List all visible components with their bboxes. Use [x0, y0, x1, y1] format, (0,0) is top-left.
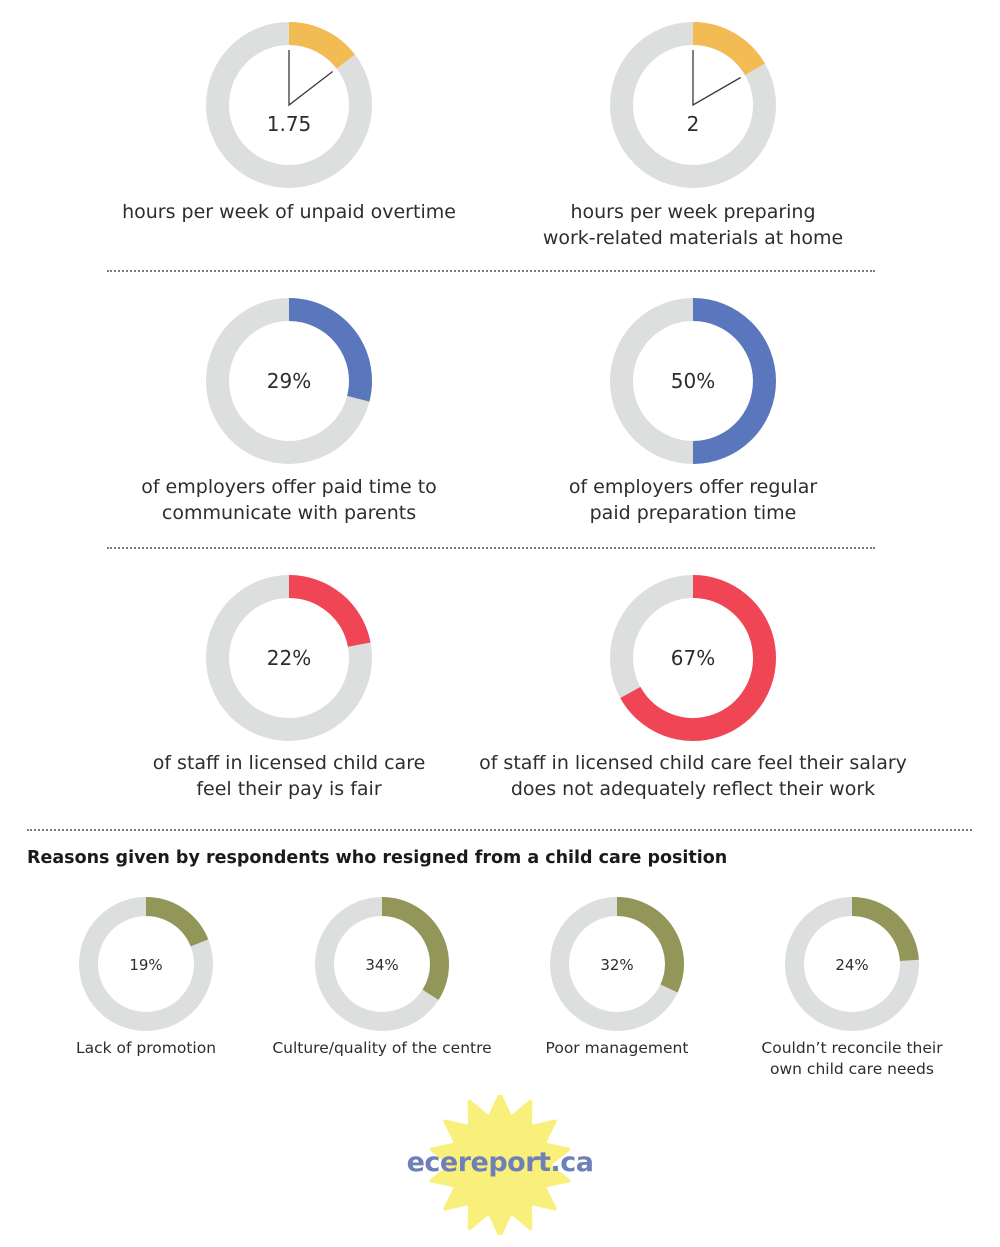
caption-paid-preparation: of employers offer regular paid preparat…	[568, 476, 818, 524]
donut-segment	[692, 22, 765, 76]
donut-segment	[616, 897, 684, 993]
caption-poor-management: Poor management	[545, 1039, 689, 1057]
donut-chart-unpaid-overtime: 1.75	[206, 22, 372, 188]
donut-segment	[851, 897, 919, 962]
donut-value-label: 32%	[600, 956, 633, 974]
caption-culture-quality: Culture/quality of the centre	[272, 1039, 492, 1057]
donut-chart-pay-fair: 22%	[206, 575, 372, 741]
caption-paid-time-parents: of employers offer paid time to communic…	[141, 476, 437, 524]
caption-child-care-needs: Couldn’t reconcile their own child care …	[761, 1039, 943, 1078]
donut-segment	[288, 575, 371, 648]
ecereport-logo[interactable]: ecereport.ca	[405, 1095, 595, 1235]
donut-segment	[288, 298, 372, 402]
donut-segment	[145, 897, 209, 947]
donut-chart-lack-of-promotion: 19%	[79, 897, 213, 1031]
logo-text: ecereport.ca	[406, 1147, 594, 1178]
donut-value-label: 19%	[129, 956, 162, 974]
donut-chart-salary-not-reflect: 67%	[610, 575, 776, 741]
donut-chart-paid-time-parents: 29%	[206, 298, 372, 464]
donut-chart-poor-management: 32%	[550, 897, 684, 1031]
donut-segment	[381, 897, 449, 1000]
divider-2	[107, 547, 875, 549]
donut-segment	[620, 575, 776, 741]
donut-value-label: 1.75	[267, 112, 312, 136]
divider-1	[107, 270, 875, 272]
donut-chart-child-care-needs: 24%	[785, 897, 919, 1031]
divider-3	[27, 829, 972, 831]
sun-disc	[448, 1113, 552, 1217]
donut-chart-preparing-materials: 2	[610, 22, 776, 188]
clock-hands	[288, 50, 334, 107]
donut-value-label: 24%	[835, 956, 868, 974]
caption-unpaid-overtime: hours per week of unpaid overtime	[122, 201, 456, 223]
caption-salary-not-reflect: of staff in licensed child care feel the…	[479, 752, 907, 800]
donut-value-label: 34%	[365, 956, 398, 974]
donut-value-label: 2	[687, 112, 700, 136]
caption-lack-of-promotion: Lack of promotion	[75, 1039, 217, 1057]
donut-segment	[288, 22, 355, 69]
caption-preparing-materials: hours per week preparing work-related ma…	[542, 201, 844, 249]
sun-icon	[429, 1095, 571, 1235]
donut-value-label: 22%	[267, 646, 311, 670]
donut-value-label: 50%	[671, 369, 715, 393]
donut-segment	[692, 298, 776, 464]
donut-chart-paid-preparation: 50%	[610, 298, 776, 464]
donut-value-label: 29%	[267, 369, 311, 393]
section-title: Reasons given by respondents who resigne…	[27, 848, 728, 868]
clock-hands	[692, 50, 741, 107]
donut-chart-culture-quality: 34%	[315, 897, 449, 1031]
donut-value-label: 67%	[671, 646, 715, 670]
caption-pay-fair: of staff in licensed child care feel the…	[152, 752, 426, 800]
